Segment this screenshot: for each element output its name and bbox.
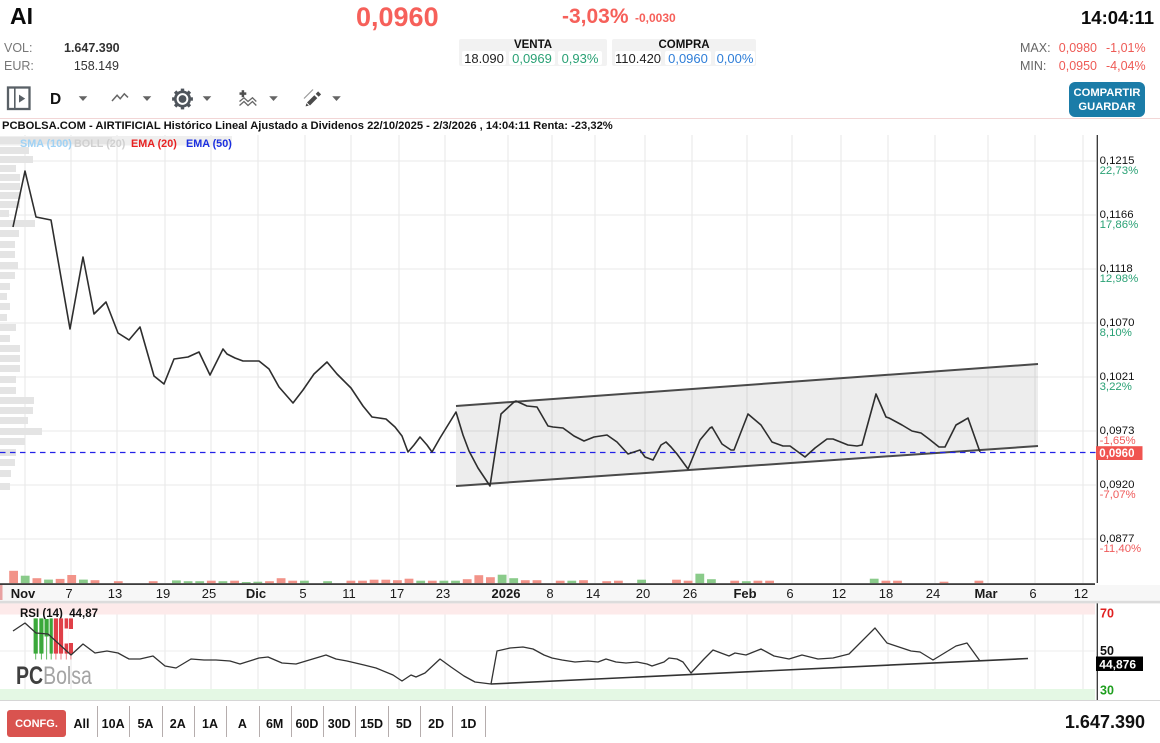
svg-text:22,73%: 22,73% (1100, 165, 1139, 177)
svg-text:SMA (100): SMA (100) (20, 138, 72, 150)
svg-text:3,22%: 3,22% (1100, 381, 1132, 393)
svg-text:0,1118: 0,1118 (1100, 263, 1133, 275)
svg-text:23: 23 (436, 586, 450, 601)
svg-text:0,1070: 0,1070 (1100, 317, 1135, 329)
svg-text:D: D (50, 91, 61, 108)
svg-text:Nov: Nov (11, 586, 36, 601)
svg-text:7: 7 (65, 586, 72, 601)
svg-text:0,0920: 0,0920 (1100, 479, 1135, 491)
svg-text:30: 30 (1100, 684, 1114, 698)
svg-text:13: 13 (108, 586, 122, 601)
svg-text:Feb: Feb (733, 586, 756, 601)
svg-text:44,876: 44,876 (1099, 658, 1136, 672)
svg-text:PCBolsa: PCBolsa (16, 662, 92, 690)
svg-text:70: 70 (1100, 607, 1114, 621)
svg-text:18: 18 (879, 586, 893, 601)
svg-text:-11,40%: -11,40% (1100, 543, 1142, 555)
svg-text:0,0973: 0,0973 (1100, 425, 1135, 437)
svg-text:8,10%: 8,10% (1100, 327, 1132, 339)
svg-text:0,1215: 0,1215 (1100, 155, 1135, 167)
svg-text:12,98%: 12,98% (1100, 273, 1139, 285)
svg-text:6: 6 (1029, 586, 1036, 601)
svg-text:Mar: Mar (974, 586, 997, 601)
svg-text:14: 14 (586, 586, 600, 601)
svg-text:5: 5 (299, 586, 306, 601)
svg-text:50: 50 (1100, 644, 1114, 658)
svg-text:12: 12 (832, 586, 846, 601)
svg-text:RSI (14) 44,87: RSI (14) 44,87 (20, 608, 98, 620)
svg-text:17,86%: 17,86% (1100, 219, 1139, 231)
svg-text:-7,07%: -7,07% (1100, 489, 1136, 501)
svg-text:6: 6 (786, 586, 793, 601)
svg-text:24: 24 (926, 586, 940, 601)
svg-text:Dic: Dic (246, 586, 266, 601)
svg-text:0,0960: 0,0960 (1099, 448, 1134, 460)
svg-text:2026: 2026 (492, 586, 521, 601)
svg-text:EMA (20): EMA (20) (131, 138, 177, 150)
svg-text:0,0877: 0,0877 (1100, 533, 1135, 545)
svg-text:EMA (50): EMA (50) (186, 138, 232, 150)
svg-text:25: 25 (202, 586, 216, 601)
svg-text:17: 17 (390, 586, 404, 601)
svg-text:11: 11 (342, 586, 356, 601)
svg-text:-1,65%: -1,65% (1100, 435, 1136, 447)
svg-text:0,1166: 0,1166 (1100, 209, 1134, 221)
svg-text:BOLL (20): BOLL (20) (74, 138, 126, 150)
svg-text:20: 20 (636, 586, 650, 601)
svg-text:12: 12 (1074, 586, 1088, 601)
svg-text:0,1021: 0,1021 (1100, 371, 1135, 383)
svg-text:26: 26 (683, 586, 697, 601)
svg-text:8: 8 (546, 586, 553, 601)
svg-text:19: 19 (156, 586, 170, 601)
